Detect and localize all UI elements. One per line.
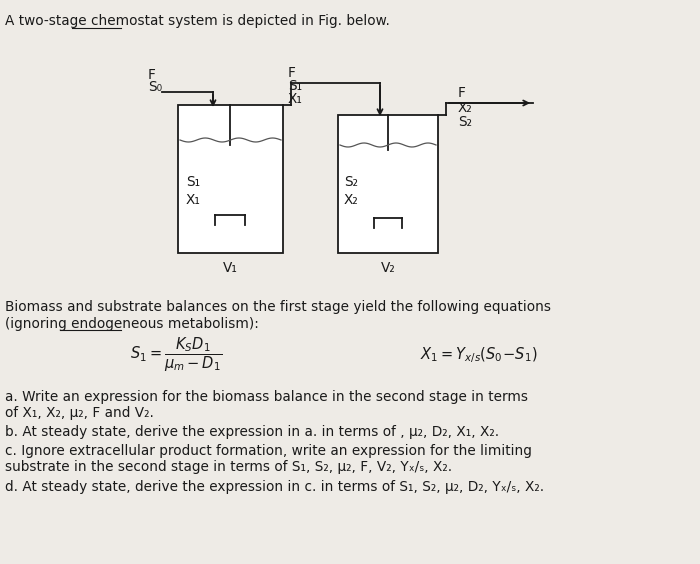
Text: S₂: S₂	[458, 115, 472, 129]
Text: X₁: X₁	[288, 92, 303, 106]
Text: X₂: X₂	[344, 193, 358, 207]
Text: a. Write an expression for the biomass balance in the second stage in terms: a. Write an expression for the biomass b…	[5, 390, 528, 404]
Text: d. At steady state, derive the expression in c. in terms of S₁, S₂, μ₂, D₂, Yₓ/ₛ: d. At steady state, derive the expressio…	[5, 479, 544, 494]
Text: A two-stage chemostat system is depicted in Fig. below.: A two-stage chemostat system is depicted…	[5, 14, 390, 28]
Bar	[338, 115, 438, 253]
Bar	[178, 105, 283, 253]
Text: V₂: V₂	[381, 261, 395, 275]
Text: V₁: V₁	[223, 261, 237, 275]
Text: S₁: S₁	[288, 79, 302, 93]
Text: of X₁, X₂, μ₂, F and V₂.: of X₁, X₂, μ₂, F and V₂.	[5, 406, 154, 420]
Text: X₁: X₁	[186, 193, 201, 207]
Text: F: F	[148, 68, 156, 82]
Text: $S_1 = \dfrac{K_S D_1}{\mu_m - D_1}$: $S_1 = \dfrac{K_S D_1}{\mu_m - D_1}$	[130, 336, 222, 374]
Text: c. Ignore extracellular product formation, write an expression for the limiting: c. Ignore extracellular product formatio…	[5, 444, 532, 459]
Text: S₀: S₀	[148, 80, 162, 94]
Text: X₂: X₂	[458, 101, 472, 115]
Text: $X_1 = Y_{x/s}(S_0\!-\!S_1)$: $X_1 = Y_{x/s}(S_0\!-\!S_1)$	[420, 345, 538, 365]
Text: F: F	[458, 86, 466, 100]
Text: F: F	[288, 66, 296, 80]
Text: substrate in the second stage in terms of S₁, S₂, μ₂, F, V₂, Yₓ/ₛ, X₂.: substrate in the second stage in terms o…	[5, 460, 452, 474]
Text: S₁: S₁	[186, 175, 200, 189]
Text: (ignoring endogeneous metabolism):: (ignoring endogeneous metabolism):	[5, 317, 259, 331]
Text: Biomass and substrate balances on the first stage yield the following equations: Biomass and substrate balances on the fi…	[5, 300, 551, 314]
Text: b. At steady state, derive the expression in a. in terms of , μ₂, D₂, X₁, X₂.: b. At steady state, derive the expressio…	[5, 425, 499, 439]
Text: S₂: S₂	[344, 175, 358, 189]
